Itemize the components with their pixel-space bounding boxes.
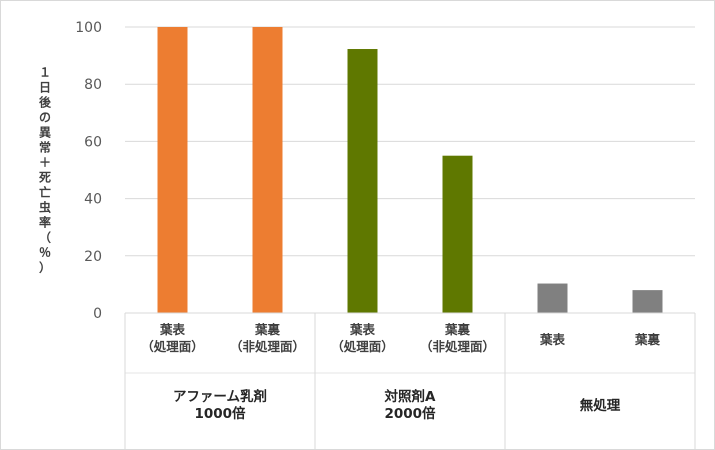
bars <box>157 27 663 313</box>
y-tick-label-100: 100 <box>75 20 102 36</box>
y-tick-label-60: 60 <box>84 134 102 150</box>
category-label-0-1-0: 葉裏 <box>254 322 281 337</box>
y-axis-label-char-8: 亡 <box>39 185 51 200</box>
y-axis-label-char-0: １ <box>39 66 51 80</box>
category-label-0-0-0: 葉表 <box>159 322 186 337</box>
y-axis-label-char-6: ＋ <box>39 156 51 170</box>
y-axis-label-char-2: 後 <box>39 95 52 110</box>
y-tick-label-0: 0 <box>93 306 102 322</box>
bar-2-1 <box>632 290 663 313</box>
gridlines <box>125 26 695 257</box>
y-axis-label-char-10: 率 <box>39 215 51 230</box>
bar-0-1 <box>252 27 283 313</box>
y-axis-label-char-1: 日 <box>39 81 51 95</box>
category-label-1-1-0: 葉裏 <box>444 322 471 337</box>
y-tick-label-40: 40 <box>84 192 102 208</box>
group-label-0-1: 1000倍 <box>194 405 246 422</box>
y-axis-label-char-9: 虫 <box>39 200 51 215</box>
category-label-0-1-1: （非処理面） <box>230 339 305 354</box>
y-axis-label-char-13: ） <box>39 260 51 275</box>
y-axis-label-char-7: 死 <box>39 171 51 185</box>
category-label-2-1-0: 葉裏 <box>634 332 661 347</box>
y-axis-label-char-12: ％ <box>39 246 51 260</box>
bar-2-0 <box>537 283 568 313</box>
category-label-2-0-0: 葉表 <box>539 332 566 347</box>
y-axis-label-char-4: 異 <box>39 126 51 140</box>
group-label-1-1: 2000倍 <box>384 405 436 422</box>
y-tick-label-20: 20 <box>84 249 102 265</box>
y-axis-label-char-11: （ <box>39 230 51 245</box>
group-label-1-0: 対照剤A <box>384 388 436 405</box>
group-label-2-0: 無処理 <box>580 397 621 414</box>
y-axis-label-char-3: の <box>39 111 51 125</box>
category-label-0-0-1: （処理面） <box>141 339 204 354</box>
group-label-0-0: アファーム乳剤 <box>173 388 267 405</box>
bar-1-1 <box>442 155 473 313</box>
y-tick-label-80: 80 <box>84 77 102 93</box>
y-axis-label-char-5: 常 <box>39 140 51 155</box>
bar-1-0 <box>347 49 378 313</box>
category-label-1-0-0: 葉表 <box>349 322 376 337</box>
category-label-1-1-1: （非処理面） <box>420 339 495 354</box>
bar-0-0 <box>157 27 188 313</box>
category-label-1-0-1: （処理面） <box>331 339 394 354</box>
axes <box>124 312 696 449</box>
